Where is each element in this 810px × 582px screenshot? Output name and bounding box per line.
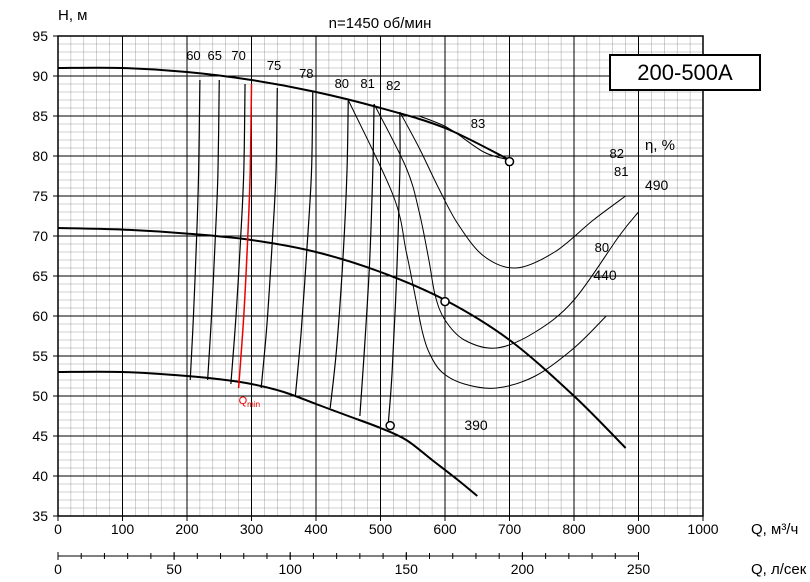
svg-text:81: 81 [614, 164, 628, 179]
svg-text:Qmin: Qmin [239, 395, 260, 409]
svg-text:70: 70 [32, 228, 48, 244]
svg-text:0: 0 [54, 521, 62, 537]
svg-text:800: 800 [562, 521, 586, 537]
svg-text:83: 83 [471, 116, 485, 131]
svg-text:65: 65 [32, 268, 48, 284]
svg-text:500: 500 [369, 521, 393, 537]
svg-text:82: 82 [386, 78, 400, 93]
svg-text:390: 390 [464, 417, 488, 433]
svg-text:80: 80 [335, 76, 349, 91]
svg-text:1000: 1000 [687, 521, 718, 537]
svg-text:Q, л/сек: Q, л/сек [751, 561, 807, 578]
svg-text:100: 100 [111, 521, 135, 537]
svg-text:35: 35 [32, 508, 48, 524]
svg-text:50: 50 [166, 561, 182, 577]
svg-text:n=1450 об/мин: n=1450 об/мин [329, 15, 432, 32]
svg-text:Q, м³/ч: Q, м³/ч [751, 521, 798, 538]
svg-text:55: 55 [32, 348, 48, 364]
svg-text:40: 40 [32, 468, 48, 484]
svg-text:90: 90 [32, 68, 48, 84]
svg-text:η, %: η, % [645, 137, 675, 154]
svg-text:H, м: H, м [58, 7, 87, 24]
svg-text:60: 60 [186, 48, 200, 63]
svg-text:200: 200 [511, 561, 535, 577]
svg-text:250: 250 [627, 561, 651, 577]
svg-text:85: 85 [32, 108, 48, 124]
svg-text:700: 700 [498, 521, 522, 537]
svg-text:81: 81 [360, 76, 374, 91]
svg-text:0: 0 [54, 561, 62, 577]
svg-text:200-500A: 200-500A [637, 60, 733, 85]
svg-text:900: 900 [627, 521, 651, 537]
svg-text:200: 200 [175, 521, 199, 537]
svg-text:50: 50 [32, 388, 48, 404]
svg-text:80: 80 [32, 148, 48, 164]
svg-text:100: 100 [279, 561, 303, 577]
svg-text:600: 600 [433, 521, 457, 537]
svg-text:45: 45 [32, 428, 48, 444]
svg-text:70: 70 [231, 48, 245, 63]
svg-text:75: 75 [32, 188, 48, 204]
svg-text:75: 75 [267, 58, 281, 73]
svg-text:78: 78 [299, 66, 313, 81]
svg-text:65: 65 [208, 48, 222, 63]
svg-text:490: 490 [645, 177, 669, 193]
svg-text:150: 150 [395, 561, 419, 577]
svg-text:80: 80 [595, 240, 609, 255]
svg-text:95: 95 [32, 28, 48, 44]
svg-text:82: 82 [609, 146, 623, 161]
svg-text:300: 300 [240, 521, 264, 537]
svg-text:400: 400 [304, 521, 328, 537]
svg-text:60: 60 [32, 308, 48, 324]
